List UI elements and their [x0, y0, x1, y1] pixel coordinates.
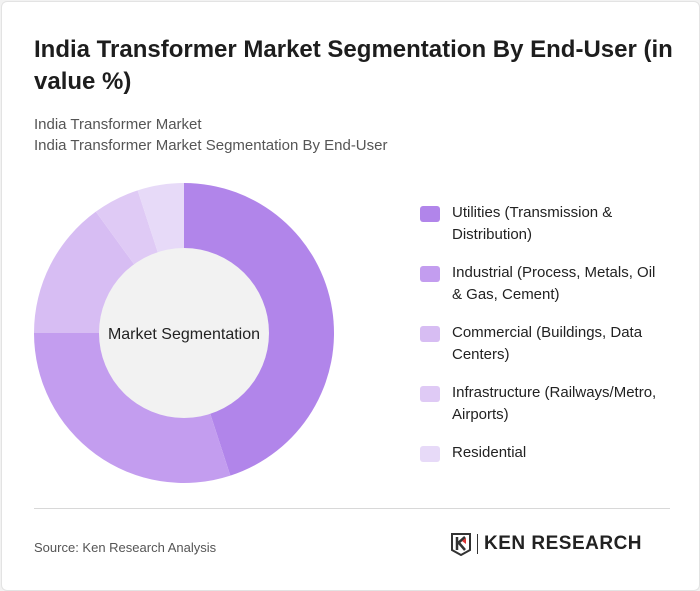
legend-swatch — [420, 446, 440, 462]
ken-research-logo: KEN RESEARCH — [450, 532, 642, 556]
source-text: Source: Ken Research Analysis — [34, 540, 217, 555]
legend-swatch — [420, 326, 440, 342]
legend-label: Utilities (Transmission & Distribution) — [452, 204, 613, 243]
legend-item: Utilities (Transmission & Distribution) — [420, 202, 660, 246]
legend-item: Residential — [420, 442, 660, 464]
subtitle-segmentation: India Transformer Market Segmentation By… — [34, 137, 388, 154]
legend-swatch — [420, 266, 440, 282]
donut-hole — [99, 248, 269, 418]
logo-text: KEN RESEARCH — [484, 533, 643, 554]
legend-label: Commercial (Buildings, Data Centers) — [452, 324, 643, 363]
ken-logo-icon — [451, 533, 471, 556]
legend-item: Industrial (Process, Metals, Oil & Gas, … — [420, 262, 660, 306]
legend-item: Commercial (Buildings, Data Centers) — [420, 322, 660, 366]
legend: Utilities (Transmission & Distribution) I… — [420, 202, 660, 480]
chart-title: India Transformer Market Segmentation By… — [34, 36, 673, 95]
divider — [34, 508, 670, 509]
legend-item: Infrastructure (Railways/Metro, Airports… — [420, 382, 660, 426]
legend-label: Industrial (Process, Metals, Oil & Gas, … — [452, 264, 656, 303]
subtitle-market: India Transformer Market — [34, 116, 202, 133]
center-label: Market Segmentation — [108, 326, 260, 343]
legend-swatch — [420, 206, 440, 222]
legend-label: Infrastructure (Railways/Metro, Airports… — [452, 384, 657, 423]
donut-chart: Market Segmentation — [34, 183, 335, 483]
legend-swatch — [420, 386, 440, 402]
legend-label: Residential — [452, 444, 527, 461]
